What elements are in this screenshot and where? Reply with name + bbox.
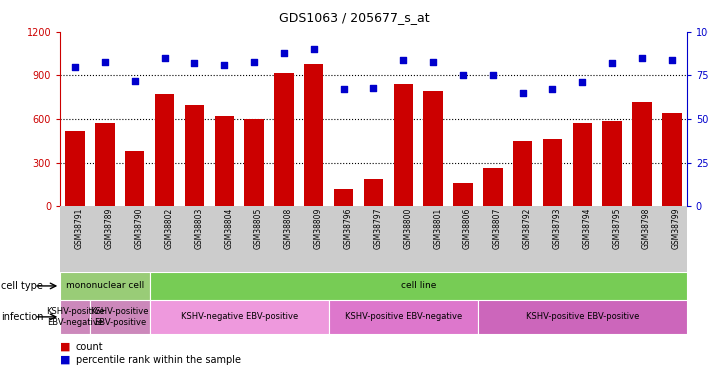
Text: KSHV-positive EBV-positive: KSHV-positive EBV-positive xyxy=(525,312,639,321)
Text: GSM38796: GSM38796 xyxy=(343,208,353,249)
Bar xyxy=(274,73,294,206)
Text: KSHV-positive EBV-negative: KSHV-positive EBV-negative xyxy=(345,312,462,321)
Point xyxy=(428,58,439,64)
Text: GSM38808: GSM38808 xyxy=(284,208,293,249)
Text: GSM38799: GSM38799 xyxy=(672,208,681,249)
Text: GSM38801: GSM38801 xyxy=(433,208,442,249)
Point xyxy=(487,72,498,78)
Point xyxy=(636,55,648,61)
Point xyxy=(219,62,230,68)
Bar xyxy=(155,94,174,206)
Bar xyxy=(603,120,622,206)
Point xyxy=(338,86,349,92)
Text: GSM38805: GSM38805 xyxy=(254,208,263,249)
Bar xyxy=(60,300,90,334)
Text: GSM38790: GSM38790 xyxy=(135,208,144,249)
Text: GSM38797: GSM38797 xyxy=(373,208,382,249)
Text: GDS1063 / 205677_s_at: GDS1063 / 205677_s_at xyxy=(279,11,429,24)
Bar xyxy=(423,92,442,206)
Bar xyxy=(304,64,324,206)
Bar xyxy=(149,272,687,300)
Bar xyxy=(65,131,85,206)
Text: KSHV-positive
EBV-positive: KSHV-positive EBV-positive xyxy=(91,307,149,327)
Point xyxy=(607,60,618,66)
Text: GSM38792: GSM38792 xyxy=(523,208,532,249)
Text: infection: infection xyxy=(1,312,44,322)
Text: GSM38791: GSM38791 xyxy=(75,208,84,249)
Point xyxy=(367,85,379,91)
Text: cell line: cell line xyxy=(401,281,436,290)
Text: ■: ■ xyxy=(60,342,71,352)
Point xyxy=(69,64,81,70)
Text: mononuclear cell: mononuclear cell xyxy=(66,281,144,290)
Bar xyxy=(662,113,682,206)
Text: GSM38802: GSM38802 xyxy=(164,208,173,249)
Bar xyxy=(513,141,532,206)
Text: GSM38807: GSM38807 xyxy=(493,208,502,249)
Bar xyxy=(394,84,413,206)
Bar xyxy=(329,300,478,334)
Point xyxy=(517,90,528,96)
Bar xyxy=(483,168,503,206)
Bar xyxy=(478,300,687,334)
Text: GSM38795: GSM38795 xyxy=(612,208,621,249)
Bar xyxy=(543,140,562,206)
Text: GSM38794: GSM38794 xyxy=(582,208,591,249)
Point xyxy=(576,80,588,86)
Point xyxy=(666,57,678,63)
Text: KSHV-positive
EBV-negative: KSHV-positive EBV-negative xyxy=(46,307,104,327)
Text: GSM38803: GSM38803 xyxy=(195,208,203,249)
Text: GSM38789: GSM38789 xyxy=(105,208,114,249)
Bar xyxy=(453,183,473,206)
Bar xyxy=(149,300,329,334)
Text: GSM38809: GSM38809 xyxy=(314,208,323,249)
Bar xyxy=(334,189,353,206)
Text: count: count xyxy=(76,342,103,352)
Text: ■: ■ xyxy=(60,355,71,365)
Point xyxy=(457,72,469,78)
Bar xyxy=(60,272,149,300)
Text: KSHV-negative EBV-positive: KSHV-negative EBV-positive xyxy=(181,312,298,321)
Point xyxy=(547,86,558,92)
Bar xyxy=(90,300,149,334)
Bar xyxy=(96,123,115,206)
Point xyxy=(398,57,409,63)
Bar xyxy=(215,116,234,206)
Point xyxy=(189,60,200,66)
Bar xyxy=(185,105,204,206)
Text: GSM38806: GSM38806 xyxy=(463,208,472,249)
Point xyxy=(99,58,110,64)
Point xyxy=(249,58,260,64)
Bar xyxy=(125,151,144,206)
Point xyxy=(278,50,290,56)
Point xyxy=(159,55,170,61)
Text: GSM38800: GSM38800 xyxy=(404,208,412,249)
Bar xyxy=(632,102,651,206)
Bar xyxy=(244,119,264,206)
Point xyxy=(129,78,140,84)
Bar xyxy=(60,206,687,272)
Text: GSM38804: GSM38804 xyxy=(224,208,233,249)
Point xyxy=(308,46,319,53)
Text: GSM38793: GSM38793 xyxy=(552,208,561,249)
Text: GSM38798: GSM38798 xyxy=(642,208,651,249)
Text: cell type: cell type xyxy=(1,281,43,291)
Bar xyxy=(364,179,383,206)
Bar xyxy=(573,123,592,206)
Text: percentile rank within the sample: percentile rank within the sample xyxy=(76,355,241,365)
